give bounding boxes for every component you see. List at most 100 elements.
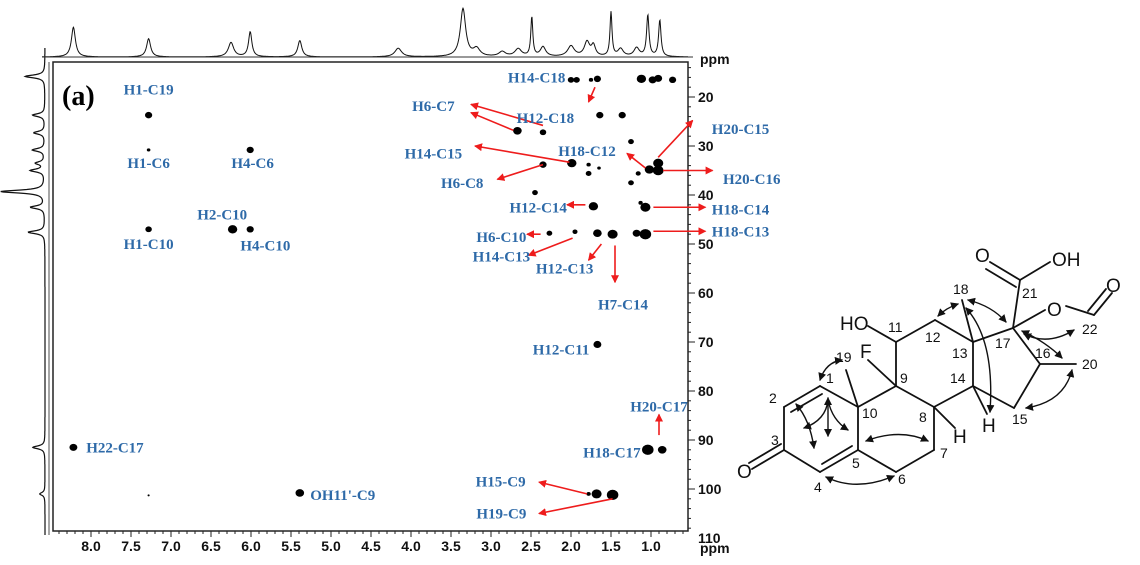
peak-label: H7-C14 <box>598 297 648 313</box>
y-tick-label: 40 <box>698 187 714 203</box>
y-axis: 20 30 40 50 60 70 80 90 100 110 <box>688 67 722 546</box>
atom-label-17: 17 <box>995 335 1011 351</box>
peak-label: H12-C13 <box>536 262 594 278</box>
ester-oxygen: O <box>1047 300 1062 321</box>
atom-label-16: 16 <box>1035 345 1051 361</box>
peak-label: H6-C7 <box>412 99 455 115</box>
cross-peak <box>588 202 599 211</box>
x-tick-label: 7.0 <box>161 538 181 554</box>
atom-label-2: 2 <box>769 390 777 406</box>
hydrogen-14: H <box>982 416 996 437</box>
x-tick-label: 2.5 <box>521 538 541 554</box>
atom-label-18: 18 <box>953 281 969 297</box>
atom-label-3: 3 <box>771 432 779 448</box>
cross-peak <box>539 129 547 136</box>
peak-label: H12-C14 <box>509 200 567 216</box>
chemical-structure: 1 2 3 4 5 6 7 8 9 10 11 12 13 14 15 16 1… <box>737 246 1121 495</box>
cross-peak <box>146 148 151 152</box>
y-tick-label: 90 <box>698 432 714 448</box>
cross-peak <box>227 225 238 234</box>
atom-label-22: 22 <box>1082 321 1098 337</box>
peak-label: H1-C10 <box>124 237 174 253</box>
cross-peak <box>618 111 626 119</box>
cross-peak <box>573 76 580 83</box>
annotation-arrow <box>527 237 573 257</box>
cross-peak <box>654 74 663 82</box>
cross-peak <box>147 494 150 497</box>
x-tick-label: 6.0 <box>241 538 261 554</box>
fluorine-atom: F <box>860 342 872 363</box>
atom-label-15: 15 <box>1012 411 1028 427</box>
y-tick-label: 70 <box>698 334 714 350</box>
peak-label: H14-C18 <box>508 70 566 86</box>
x-tick-label: 7.5 <box>121 538 141 554</box>
y-tick-label: 110 <box>698 530 721 546</box>
atom-label-13: 13 <box>952 345 968 361</box>
atom-label-11: 11 <box>888 319 903 335</box>
cross-peak <box>593 75 602 83</box>
cross-peak <box>513 126 522 135</box>
annotation-arrow <box>538 479 588 495</box>
cross-peak <box>69 443 78 451</box>
atom-label-21: 21 <box>1022 285 1038 301</box>
cross-peak <box>593 340 602 348</box>
cross-peak <box>657 445 667 454</box>
left-projection-trace <box>0 48 46 535</box>
annotation-arrow <box>474 143 570 163</box>
cross-peak <box>585 170 592 176</box>
x-tick-label: 1.0 <box>641 538 661 554</box>
cross-peak <box>586 491 591 496</box>
y-tick-label: 20 <box>698 89 714 105</box>
annotation-arrow <box>538 498 613 517</box>
peak-label: H18-C13 <box>712 224 770 240</box>
x-tick-label: 1.5 <box>601 538 621 554</box>
cross-peak <box>606 489 619 500</box>
annotation-arrow <box>496 163 544 181</box>
cross-peak <box>532 189 538 196</box>
cross-peak <box>295 489 305 497</box>
peak-label: H20-C15 <box>712 122 770 138</box>
x-tick-label: 4.0 <box>401 538 421 554</box>
peak-label: H14-C13 <box>473 249 531 265</box>
cross-peak <box>639 229 652 240</box>
hmbc-correlation-arrows <box>795 297 1075 485</box>
structure-labels: 1 2 3 4 5 6 7 8 9 10 11 12 13 14 15 16 1… <box>737 246 1121 495</box>
atom-label-8: 8 <box>919 409 927 425</box>
peak-label: H6-C10 <box>476 230 526 246</box>
peak-label: H15-C9 <box>476 475 526 491</box>
cross-peak <box>628 180 634 186</box>
atom-label-6: 6 <box>898 471 906 487</box>
annotation-arrow <box>470 102 544 127</box>
cross-peak <box>246 146 254 154</box>
cross-peak <box>246 226 254 233</box>
atom-label-5: 5 <box>852 455 860 471</box>
ketone-oxygen: O <box>737 462 752 483</box>
atom-label-9: 9 <box>900 370 908 386</box>
cross-peak <box>640 202 651 212</box>
cross-peak <box>636 74 647 84</box>
y-tick-label: 50 <box>698 236 714 252</box>
cross-peak <box>607 229 618 239</box>
peak-label: H1-C19 <box>124 83 174 99</box>
acid-carbonyl-oxygen: O <box>975 246 990 267</box>
cross-peak <box>546 230 553 236</box>
atom-label-4: 4 <box>814 479 822 495</box>
atom-label-14: 14 <box>950 370 966 386</box>
cross-peak <box>653 158 664 168</box>
atom-label-10: 10 <box>862 405 878 421</box>
annotation-arrow <box>587 86 596 103</box>
x-tick-label: 8.0 <box>81 538 101 554</box>
x-tick-label: 5.0 <box>321 538 341 554</box>
peak-label: H20-C17 <box>630 400 688 416</box>
x-axis-unit: ppm <box>700 540 730 556</box>
cross-peak <box>632 229 641 237</box>
peak-label: H1-C6 <box>127 156 170 172</box>
x-tick-label: 2.0 <box>561 538 581 554</box>
annotation-arrow <box>470 111 514 132</box>
cross-peaks <box>69 74 677 500</box>
peak-label: H18-C17 <box>583 445 641 461</box>
y-tick-label: 80 <box>698 383 714 399</box>
annotation-arrow <box>587 243 603 261</box>
x-tick-label: 3.0 <box>481 538 501 554</box>
